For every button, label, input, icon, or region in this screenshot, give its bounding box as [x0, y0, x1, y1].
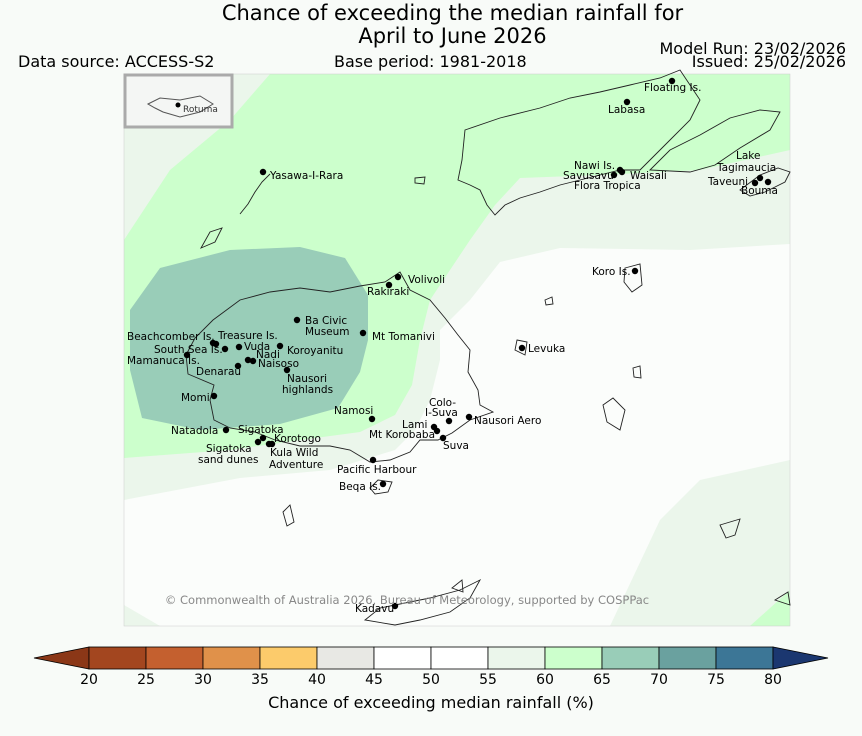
place-label: Kula Wild: [270, 447, 318, 459]
place-label: Pacific Harbour: [337, 464, 417, 476]
place-label: Mt Tomanivi: [372, 331, 435, 343]
place-label: I-Suva: [425, 407, 458, 419]
colorbar-tick-label: 70: [650, 672, 668, 688]
place-label: Sigatoka: [206, 443, 252, 455]
place-label: Floating Is.: [644, 82, 701, 94]
colorbar-segment: [145, 646, 204, 670]
place-label: Yasawa-I-Rara: [269, 170, 343, 182]
place-label: Lake: [736, 150, 760, 162]
colorbar-segment: [316, 646, 375, 670]
colorbar-tick-label: 65: [593, 672, 611, 688]
base-period-label: Base period: 1981-2018: [334, 52, 527, 71]
colorbar-tick-label: 50: [422, 672, 440, 688]
place-label: Denarau: [196, 366, 241, 378]
colorbar-segment: [601, 646, 660, 670]
place-label: Savusavu: [563, 170, 614, 182]
colorbar-segment: [658, 646, 717, 670]
place-label: Rakiraki: [367, 286, 409, 298]
place-label: Nawi Is.: [574, 160, 615, 172]
colorbar-tick-label: 25: [137, 672, 155, 688]
colorbar-segment: [430, 646, 489, 670]
colorbar-over-arrow: [772, 646, 829, 670]
colorbar-segment: [202, 646, 261, 670]
colorbar-segment: [544, 646, 603, 670]
colorbar-tick-label: 75: [707, 672, 725, 688]
data-source-label: Data source: ACCESS-S2: [18, 52, 215, 71]
place-label: Labasa: [608, 104, 645, 116]
colorbar-tick-label: 40: [308, 672, 326, 688]
place-label: Museum: [305, 326, 350, 338]
issued-label: Issued: 25/02/2026: [691, 52, 846, 71]
place-labels: Floating Is. Labasa Nawi Is. Savusavu Wa…: [127, 82, 778, 615]
place-label: South Sea Is.: [154, 344, 223, 356]
place-label: Koroyanitu: [287, 345, 343, 357]
rotuma-inset: Rotuma: [123, 73, 234, 129]
place-label: Nausori: [287, 373, 327, 385]
place-label: Mt Korobaba: [369, 429, 435, 441]
colorbar-label: Chance of exceeding median rainfall (%): [268, 693, 594, 712]
place-label: Treasure Is.: [217, 330, 278, 342]
place-label: Natadola: [171, 425, 218, 437]
place-label: Adventure: [269, 459, 323, 471]
colorbar-segment: [259, 646, 318, 670]
place-label: Korotogo: [274, 433, 321, 445]
inset-label: Rotuma: [183, 105, 218, 115]
title-line-2: April to June 2026: [358, 24, 547, 48]
map-title: Chance of exceeding the median rainfall …: [0, 2, 862, 48]
colorbar-tick-label: 80: [764, 672, 782, 688]
place-label: Lami: [402, 419, 427, 431]
place-label: Kadavu: [355, 603, 394, 615]
place-label: Momi: [181, 392, 210, 404]
colorbar-tick-label: 60: [536, 672, 554, 688]
title-line-1: Chance of exceeding the median rainfall …: [221, 1, 684, 25]
place-label: Colo-: [429, 397, 456, 409]
place-label: Vuda: [244, 341, 270, 353]
colorbar-segment: [373, 646, 432, 670]
place-label: Bouma: [741, 185, 778, 197]
colorbar-under-arrow: [33, 646, 90, 670]
copyright-notice: © Commonwealth of Australia 2026, Bureau…: [165, 593, 649, 607]
place-label: Nadi: [256, 349, 280, 361]
place-label: Levuka: [528, 343, 565, 355]
place-label: highlands: [282, 384, 333, 396]
colorbar-tick-label: 35: [251, 672, 269, 688]
place-label: Mamanuca Is.: [127, 355, 200, 367]
colorbar-tick-label: 55: [479, 672, 497, 688]
colorbar: [33, 646, 829, 670]
model-run-label: Model Run: 23/02/2026: [659, 39, 847, 58]
place-label: Nausori Aero: [474, 415, 541, 427]
place-label: sand dunes: [198, 454, 258, 466]
place-markers: [183, 77, 772, 610]
place-label: Volivoli: [408, 274, 445, 286]
place-label: Taveuni: [707, 176, 748, 188]
colorbar-segment: [715, 646, 774, 670]
place-label: Ba Civic: [305, 315, 347, 327]
place-label: Flora Tropica: [574, 180, 641, 192]
place-label: Sigatoka: [238, 424, 284, 436]
place-label: Tagimaucia: [716, 162, 776, 174]
colorbar-segment: [88, 646, 147, 670]
colorbar-segment: [487, 646, 546, 670]
place-label: Beqa Is.: [339, 481, 381, 493]
place-label: Waisali: [630, 170, 667, 182]
colorbar-tick-label: 30: [194, 672, 212, 688]
place-label: Koro Is.: [592, 266, 631, 278]
colorbar-tick-label: 20: [80, 672, 98, 688]
place-label: Naisoso: [258, 358, 299, 370]
place-label: Suva: [443, 440, 469, 452]
place-label: Namosi: [334, 405, 373, 417]
colorbar-tick-label: 45: [365, 672, 383, 688]
place-label: Beachcomber Is.: [127, 331, 215, 343]
